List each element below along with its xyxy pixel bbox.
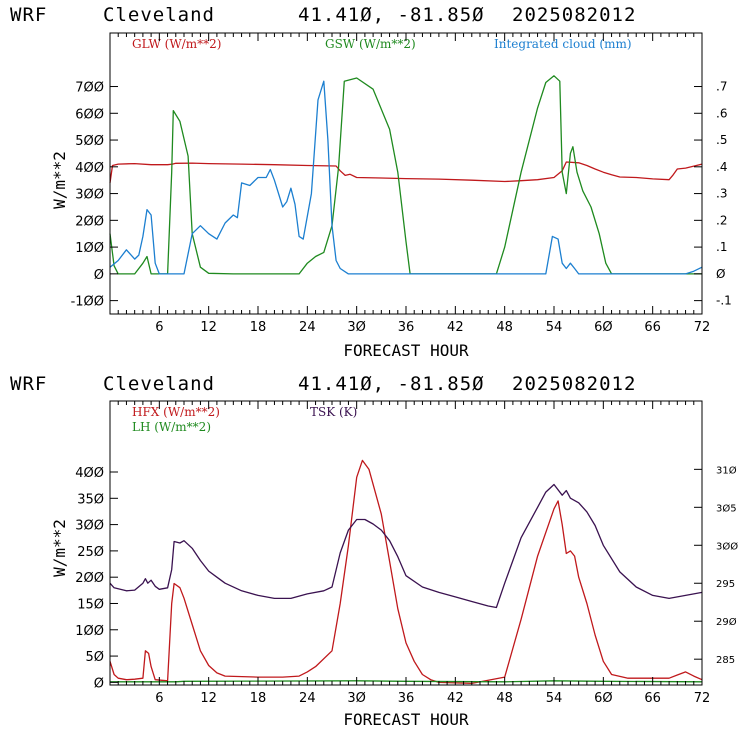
bottom-series-hfx	[109, 459, 703, 685]
bottom-x-tick-label: 48	[496, 691, 513, 706]
bottom-y2-tick-label: 295	[716, 579, 735, 590]
top-x-tick-label: 24	[299, 320, 316, 335]
top-header-model: WRF	[10, 4, 47, 26]
top-series-lines	[109, 75, 703, 275]
top-x-tick-label: 36	[398, 320, 415, 335]
bottom-y2-tick-label: 285	[716, 655, 735, 666]
bottom-y-tick-label: 2ØØ	[75, 571, 104, 586]
bottom-x-tick-label: 66	[644, 691, 661, 706]
bottom-y-axis-label: W/m**2	[50, 519, 69, 577]
bottom-legend-lh: LH (W/m**2)	[132, 420, 211, 434]
bottom-header-model: WRF	[10, 373, 47, 395]
bottom-y-tick-label: Ø	[94, 676, 104, 691]
top-y2-tick-label: .2	[716, 213, 727, 227]
bottom-y-tick-label: 35Ø	[77, 492, 104, 507]
top-y-tick-label: 2ØØ	[75, 214, 104, 229]
top-axis-ticks: 6 12 18 24 3Ø 36 42 48 54 6Ø 66 72 -1ØØ Ø 1ØØ 2ØØ 3ØØ 4ØØ…	[71, 33, 732, 335]
bottom-y-tick-label: 3ØØ	[75, 519, 104, 534]
top-x-tick-label: 12	[200, 320, 217, 335]
bottom-y-tick-label: 4ØØ	[75, 466, 104, 481]
top-legend-cloud: Integrated cloud (mm)	[494, 37, 632, 51]
top-series-gsw	[109, 75, 702, 275]
top-y2-tick-label: .6	[716, 106, 727, 120]
top-y-tick-label: 1ØØ	[75, 241, 104, 256]
top-y-tick-label: 3ØØ	[75, 188, 104, 203]
bottom-x-tick-label: 42	[447, 691, 464, 706]
top-x-axis-label: FORECAST HOUR	[343, 341, 469, 360]
bottom-legend-tsk: TSK (K)	[310, 405, 357, 419]
bottom-x-tick-label: 36	[398, 691, 415, 706]
bottom-x-tick-label: 72	[694, 691, 711, 706]
top-y2-tick-label: Ø	[716, 267, 725, 281]
bottom-x-tick-label: 12	[200, 691, 217, 706]
top-y2-tick-label: .1	[716, 240, 727, 254]
bottom-series-lines	[109, 459, 703, 685]
top-x-tick-label: 42	[447, 320, 464, 335]
top-legend-glw: GLW (W/m**2)	[132, 37, 221, 51]
bottom-series-tsk	[109, 483, 703, 609]
bottom-x-tick-label: 6Ø	[594, 691, 613, 706]
top-x-tick-label: 54	[546, 320, 563, 335]
top-y2-tick-label: .4	[716, 160, 727, 174]
top-x-tick-label: 48	[496, 320, 513, 335]
top-x-tick-label: 18	[250, 320, 267, 335]
bottom-header-coords: 41.41Ø, -81.85Ø	[298, 373, 485, 395]
top-series-glw	[109, 161, 703, 183]
top-y-tick-label: 7ØØ	[75, 81, 104, 96]
top-series-integrated-cloud	[109, 80, 703, 275]
top-chart: WRF Cleveland 41.41Ø, -81.85Ø 2025082012…	[10, 4, 732, 360]
top-y2-tick-label: .7	[716, 80, 727, 94]
bottom-x-tick-label: 3Ø	[347, 691, 366, 706]
bottom-axis-ticks: 6 12 18 24 3Ø 36 42 48 54 6Ø 66 72 Ø 5Ø 1ØØ 15Ø 2ØØ 25Ø 3Ø…	[75, 401, 738, 706]
bottom-y2-tick-label: 3ØØ	[716, 540, 738, 552]
bottom-y2-tick-label: 29Ø	[716, 616, 737, 628]
top-x-tick-label: 6	[155, 320, 163, 335]
bottom-y2-tick-label: 31Ø	[716, 464, 737, 476]
bottom-x-axis-label: FORECAST HOUR	[343, 710, 469, 729]
top-header-site: Cleveland	[103, 4, 215, 26]
top-y2-tick-label: .5	[716, 133, 727, 147]
bottom-chart: WRF Cleveland 41.41Ø, -81.85Ø 2025082012…	[10, 373, 738, 729]
top-y-axis-label: W/m**2	[50, 151, 69, 209]
top-y-tick-label: 4ØØ	[75, 161, 104, 176]
bottom-x-tick-label: 54	[546, 691, 563, 706]
bottom-x-tick-label: 6	[155, 691, 163, 706]
bottom-y-tick-label: 1ØØ	[75, 624, 104, 639]
bottom-y-tick-label: 15Ø	[77, 597, 104, 612]
top-y2-tick-label: .3	[716, 187, 727, 201]
bottom-header-run: 2025082012	[512, 373, 636, 395]
top-y2-tick-label: -.1	[716, 294, 732, 308]
bottom-x-tick-label: 18	[250, 691, 267, 706]
top-y-tick-label: Ø	[94, 268, 104, 283]
bottom-y-tick-label: 25Ø	[77, 545, 104, 560]
bottom-header-site: Cleveland	[103, 373, 215, 395]
top-header-run: 2025082012	[512, 4, 636, 26]
top-y-tick-label: 5ØØ	[75, 134, 104, 149]
top-header-coords: 41.41Ø, -81.85Ø	[298, 4, 485, 26]
bottom-y-tick-label: 5Ø	[85, 650, 104, 665]
top-legend-gsw: GSW (W/m**2)	[325, 37, 416, 51]
top-plot-frame	[109, 32, 703, 315]
top-x-tick-label: 6Ø	[594, 320, 613, 335]
bottom-x-tick-label: 24	[299, 691, 316, 706]
top-x-tick-label: 72	[694, 320, 711, 335]
bottom-y2-tick-label: 3Ø5	[716, 502, 737, 514]
bottom-legend-hfx: HFX (W/m**2)	[132, 405, 220, 419]
top-x-tick-label: 3Ø	[347, 320, 366, 335]
top-y-tick-label: 6ØØ	[75, 107, 104, 122]
bottom-plot-frame	[109, 400, 703, 686]
top-y-tick-label: -1ØØ	[71, 295, 104, 310]
top-x-tick-label: 66	[644, 320, 661, 335]
